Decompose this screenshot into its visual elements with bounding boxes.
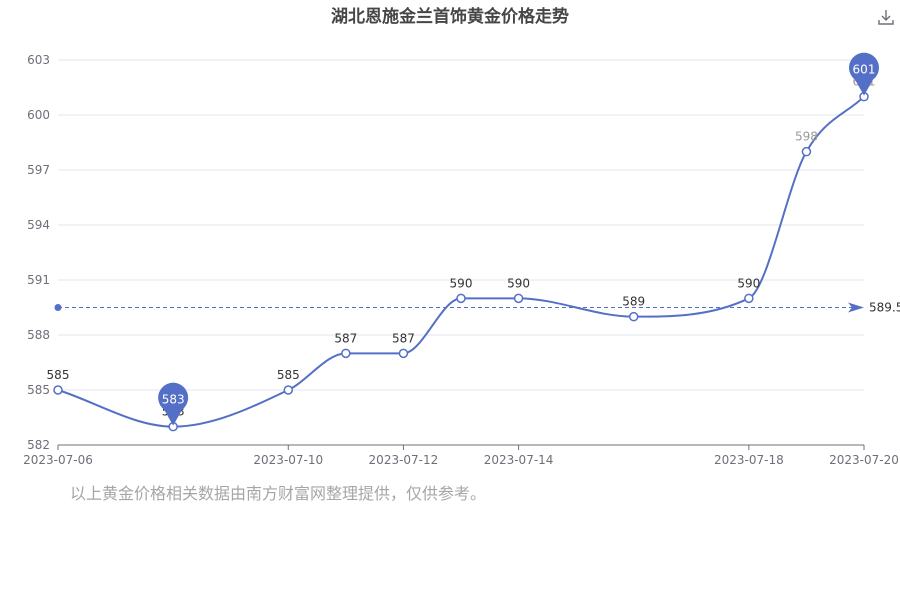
data-label: 587: [392, 331, 415, 345]
data-label: 587: [334, 331, 357, 345]
pin-shape: [849, 52, 880, 96]
data-points: [53, 91, 869, 432]
download-icon[interactable]: [876, 7, 896, 27]
y-tick-label: 594: [27, 218, 50, 232]
chart-title: 湖北恩施金兰首饰黄金价格走势: [331, 7, 569, 27]
data-label: 585: [47, 368, 70, 382]
y-tick-label: 597: [27, 163, 50, 177]
data-point[interactable]: [341, 348, 351, 359]
x-tick-label: 2023-07-06: [23, 453, 93, 467]
pin-label: 601: [853, 63, 876, 77]
average-value-label: 589.5: [869, 301, 900, 315]
y-tick-label: 588: [27, 328, 50, 342]
y-tick-label: 603: [27, 53, 50, 67]
x-tick-label: 2023-07-20: [829, 453, 899, 467]
data-point[interactable]: [513, 293, 524, 304]
data-label: 590: [450, 276, 473, 290]
data-point[interactable]: [398, 348, 409, 359]
pin-shape: [158, 382, 189, 426]
mark-point-max[interactable]: 601: [849, 52, 880, 96]
data-point[interactable]: [456, 293, 466, 304]
data-label: 590: [737, 276, 760, 290]
axes: 582 585 588 591 594 597 600 603 2023-07-06 2023-0…: [23, 53, 899, 467]
data-labels: 585583585587587590590589590598601: [47, 75, 876, 419]
average-line-arrow: [848, 302, 864, 313]
x-tick-label: 2023-07-10: [253, 453, 323, 467]
data-point[interactable]: [744, 293, 754, 304]
average-line: 589.5: [54, 301, 900, 315]
mark-point-min[interactable]: 583: [158, 382, 189, 426]
data-label: 589: [622, 295, 645, 309]
y-tick-label: 591: [27, 273, 50, 287]
data-point[interactable]: [628, 311, 639, 322]
x-tick-label: 2023-07-18: [714, 453, 784, 467]
y-tick-label: 600: [27, 108, 50, 122]
x-tick-label: 2023-07-14: [484, 453, 554, 467]
y-tick-label: 585: [27, 383, 50, 397]
data-label: 590: [507, 276, 530, 290]
data-label: 585: [277, 368, 300, 382]
footnote: 以上黄金价格相关数据由南方财富网整理提供，仅供参考。: [70, 484, 487, 503]
data-point[interactable]: [283, 385, 294, 395]
y-tick-label: 582: [27, 438, 50, 452]
x-tick-label: 2023-07-12: [369, 453, 439, 467]
pin-label: 583: [162, 393, 185, 407]
grid-lines: [58, 59, 864, 391]
data-label: 598: [795, 130, 818, 144]
data-point[interactable]: [801, 146, 812, 157]
series-line: [57, 95, 865, 428]
data-point[interactable]: [53, 385, 63, 395]
mark-points: 583 601: [158, 52, 880, 426]
